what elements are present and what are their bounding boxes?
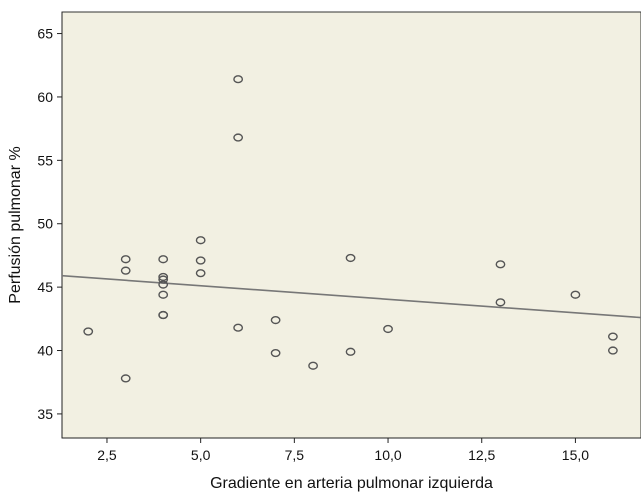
fit-line-group (61, 274, 641, 319)
y-axis-label: Perfusión pulmonar % (7, 146, 24, 303)
x-tick-label: 5,0 (191, 447, 211, 463)
fit-line (61, 274, 641, 319)
data-point (158, 275, 169, 284)
data-point (158, 280, 169, 289)
data-point (570, 290, 581, 299)
data-point (83, 327, 94, 336)
data-point (233, 133, 244, 142)
data-point (158, 255, 169, 264)
data-point (345, 347, 356, 356)
data-point (233, 323, 244, 332)
x-tick-label: 2,5 (97, 447, 117, 463)
x-axis-label: Gradiente en arteria pulmonar izquierda (210, 475, 493, 492)
y-tick-label: 35 (37, 406, 53, 422)
x-axis: 2,5 5,0 7,5 10,0 12,5 15,0 (62, 437, 641, 463)
data-point (495, 298, 506, 307)
data-point (607, 332, 618, 341)
data-point (195, 269, 206, 278)
y-tick-label: 40 (37, 343, 53, 359)
y-tick-label: 65 (37, 26, 53, 42)
data-point (308, 361, 318, 370)
y-tick-label: 45 (37, 279, 53, 295)
data-point (270, 315, 281, 325)
data-point (120, 374, 131, 383)
data-point (345, 253, 356, 263)
data-point (270, 348, 281, 358)
plot-area (61, 11, 641, 439)
data-point (158, 290, 169, 299)
data-point (233, 75, 244, 84)
data-point (195, 236, 206, 245)
x-tick-label: 12,5 (468, 447, 495, 463)
data-point (158, 272, 169, 282)
data-point (383, 324, 393, 334)
data-point (495, 260, 506, 269)
x-tick-label: 15,0 (562, 447, 589, 463)
x-tick-label: 10,0 (374, 447, 401, 463)
y-tick-label: 55 (37, 152, 53, 168)
x-tick-label: 7,5 (285, 447, 305, 463)
points-group (83, 75, 618, 383)
y-tick-label: 60 (37, 89, 53, 105)
y-tick-label: 50 (37, 216, 53, 232)
data-point (607, 346, 618, 355)
data-point (158, 310, 169, 320)
data-point (195, 256, 206, 265)
data-point (120, 255, 131, 264)
data-point (120, 266, 131, 275)
y-axis: 35 40 45 50 55 60 65 (37, 12, 63, 438)
